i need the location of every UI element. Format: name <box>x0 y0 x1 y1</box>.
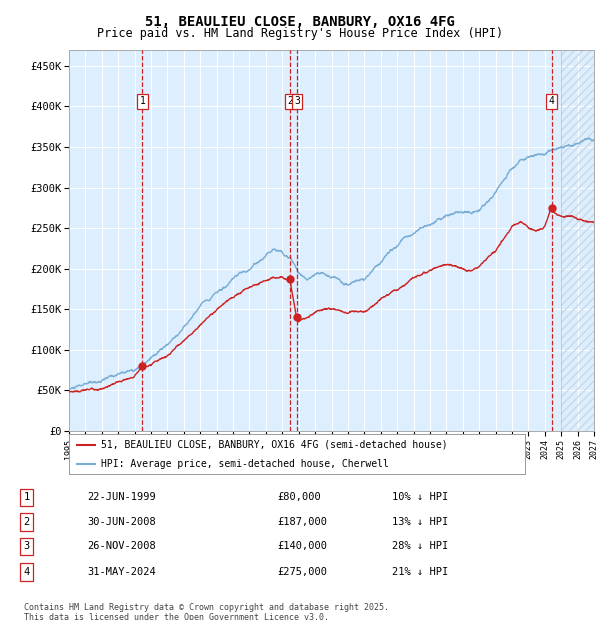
Text: £275,000: £275,000 <box>277 567 327 577</box>
Text: 13% ↓ HPI: 13% ↓ HPI <box>392 517 448 527</box>
Text: 2: 2 <box>287 96 293 106</box>
Text: 2: 2 <box>23 517 29 527</box>
Text: 26-NOV-2008: 26-NOV-2008 <box>87 541 155 551</box>
Text: 30-JUN-2008: 30-JUN-2008 <box>87 517 155 527</box>
Text: 10% ↓ HPI: 10% ↓ HPI <box>392 492 448 502</box>
Text: 3: 3 <box>23 541 29 551</box>
Text: 51, BEAULIEU CLOSE, BANBURY, OX16 4FG (semi-detached house): 51, BEAULIEU CLOSE, BANBURY, OX16 4FG (s… <box>101 440 448 450</box>
Text: HPI: Average price, semi-detached house, Cherwell: HPI: Average price, semi-detached house,… <box>101 459 389 469</box>
Text: 1: 1 <box>23 492 29 502</box>
Text: 4: 4 <box>548 96 554 106</box>
Text: Price paid vs. HM Land Registry's House Price Index (HPI): Price paid vs. HM Land Registry's House … <box>97 27 503 40</box>
Text: 4: 4 <box>23 567 29 577</box>
Text: 28% ↓ HPI: 28% ↓ HPI <box>392 541 448 551</box>
Text: 21% ↓ HPI: 21% ↓ HPI <box>392 567 448 577</box>
Text: 1: 1 <box>139 96 145 106</box>
Text: 31-MAY-2024: 31-MAY-2024 <box>87 567 155 577</box>
Text: 3: 3 <box>294 96 300 106</box>
Text: 22-JUN-1999: 22-JUN-1999 <box>87 492 155 502</box>
Text: Contains HM Land Registry data © Crown copyright and database right 2025.
This d: Contains HM Land Registry data © Crown c… <box>24 603 389 620</box>
Text: £187,000: £187,000 <box>277 517 327 527</box>
Text: 51, BEAULIEU CLOSE, BANBURY, OX16 4FG: 51, BEAULIEU CLOSE, BANBURY, OX16 4FG <box>145 16 455 30</box>
Text: £140,000: £140,000 <box>277 541 327 551</box>
Text: £80,000: £80,000 <box>277 492 321 502</box>
